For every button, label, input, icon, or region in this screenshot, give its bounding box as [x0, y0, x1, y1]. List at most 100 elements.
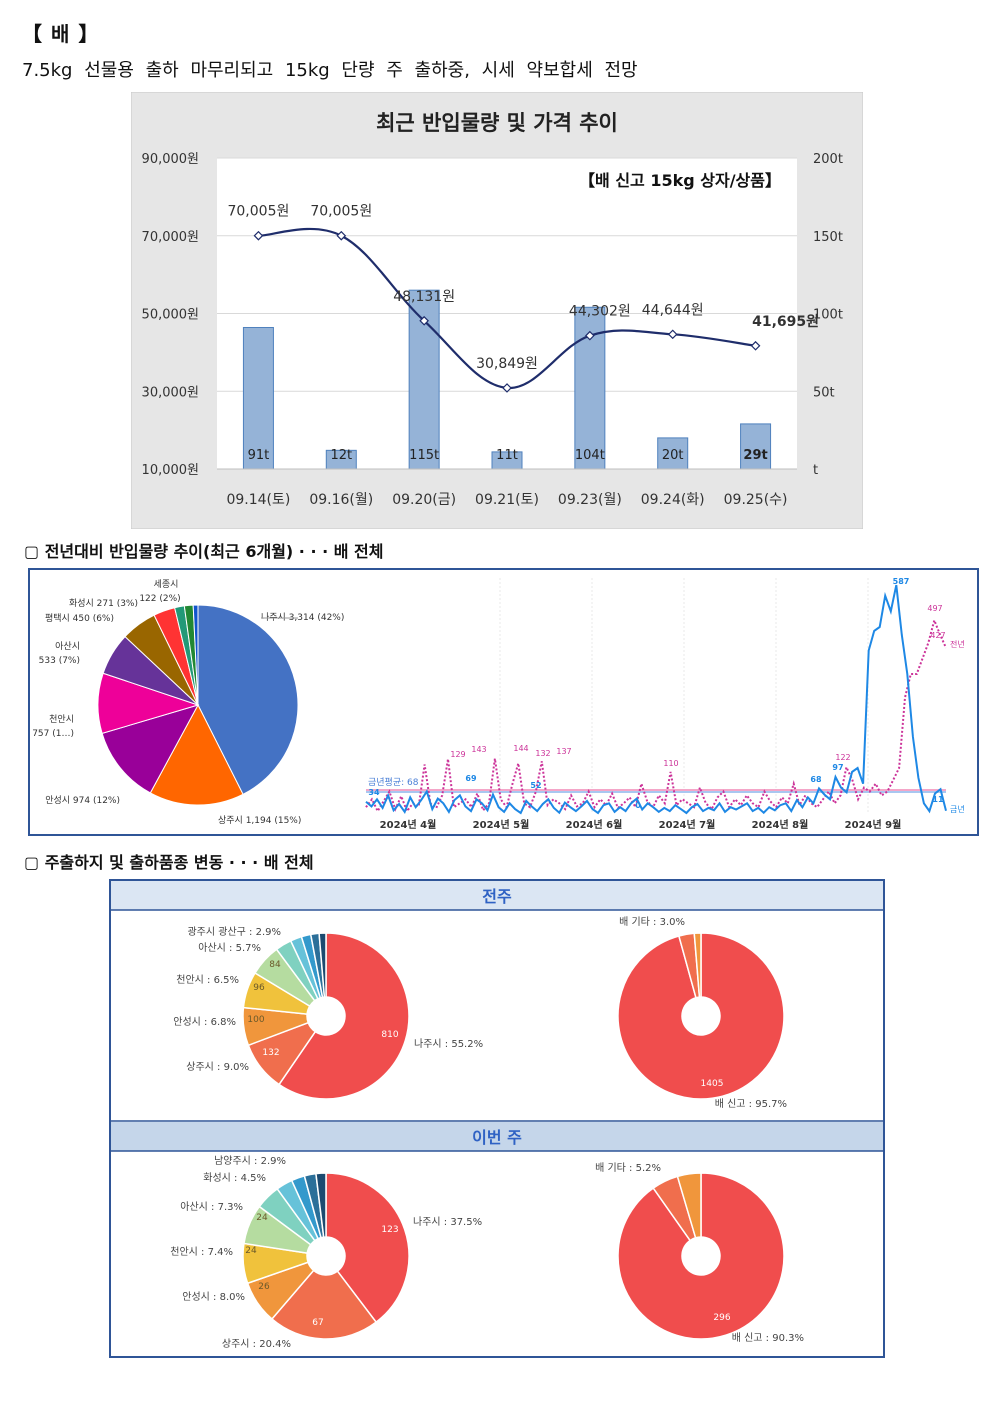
- donut-value: 24: [245, 1246, 257, 1256]
- donut-slice: [617, 1172, 785, 1340]
- price-point: [585, 330, 595, 341]
- donut-value: 100: [247, 1015, 264, 1025]
- x-tick-label: 09.14(토): [226, 492, 290, 508]
- donut-slice: [617, 932, 785, 1100]
- volume-label: 11t: [496, 448, 518, 463]
- donut-label: 나주시 : 37.5%: [413, 1216, 482, 1228]
- donut-value: 123: [381, 1225, 398, 1235]
- pie-label: 천안시: [49, 714, 74, 725]
- prev-point-label: 129: [450, 750, 465, 759]
- volume-label: 29t: [743, 448, 767, 463]
- donut-label: 아산시 : 7.3%: [180, 1201, 243, 1213]
- pie-slice: [192, 604, 199, 706]
- volume-label: 115t: [409, 448, 439, 463]
- pie-label: 평택시 450 (6%): [45, 613, 114, 624]
- volume-label: 12t: [330, 448, 352, 463]
- panel-label-curr: 이번 주: [472, 1128, 522, 1147]
- pie-label: 757 (1…): [32, 729, 74, 739]
- curr-point-label: 68: [810, 775, 822, 784]
- pie-label: 세종시: [154, 579, 179, 590]
- donut-value: 296: [713, 1313, 730, 1323]
- origin-variety-panel: 전주 이번 주 나주시 : 55.2% 810 상주시 : 9.0% 132 안성시 :…: [109, 879, 885, 1358]
- x-tick-label: 09.24(화): [641, 492, 705, 508]
- left-tick-label: 70,000원: [142, 230, 199, 245]
- volume-label: 104t: [575, 448, 605, 463]
- right-tick-label: 100t: [813, 308, 843, 323]
- volume-label: 91t: [248, 448, 270, 463]
- price-label: 44,302원: [569, 304, 631, 320]
- yoy-line-chart: 2024년 4월 2024년 5월 2024년 6월 2024년 7월 2024년 8월…: [365, 577, 965, 831]
- price-label: 48,131원: [393, 289, 455, 305]
- x-tick-label: 2024년 7월: [659, 818, 716, 831]
- price-point: [750, 340, 761, 351]
- chart-title: 최근 반입물량 및 가격 추이: [376, 111, 618, 135]
- yoy-panel: 나주시 3,314 (42%) 상주시 1,194 (15%) 안성시 974 (1…: [28, 568, 979, 836]
- donut-value: 132: [262, 1048, 279, 1058]
- donut-label: 배 신고 : 95.7%: [715, 1098, 787, 1110]
- donut-label: 배 기타 : 5.2%: [595, 1162, 661, 1174]
- pie-label: 533 (7%): [39, 656, 80, 666]
- right-tick-label: 150t: [813, 230, 843, 245]
- x-tick-label: 09.20(금): [392, 492, 456, 508]
- price-volume-chart: 최근 반입물량 및 가격 추이 【배 신고 15kg 상자/상품】 90,000…: [131, 92, 863, 529]
- donut-label: 광주시 광산구 : 2.9%: [187, 926, 281, 938]
- donut-label: 아산시 : 5.7%: [198, 942, 261, 954]
- right-tick-label: 200t: [813, 152, 843, 167]
- pie-label: 안성시 974 (12%): [45, 795, 120, 806]
- donut-label: 화성시 : 4.5%: [203, 1172, 266, 1184]
- donut-value: 24: [256, 1213, 268, 1223]
- curr-point-label: 0: [635, 801, 641, 810]
- donut-label: 배 기타 : 3.0%: [619, 916, 685, 928]
- panel-header-curr: [111, 1122, 883, 1151]
- prev-point-label: 132: [535, 749, 550, 758]
- curr-point-label: 69: [465, 774, 477, 783]
- curr-point-label: 34: [368, 788, 380, 797]
- donut-label: 남양주시 : 2.9%: [214, 1155, 286, 1167]
- prev-point-label: 122: [835, 753, 850, 762]
- panel-header-prev: [111, 881, 883, 910]
- pie-slice: [197, 604, 299, 795]
- price-label: 41,695원: [752, 314, 819, 330]
- legend-curr: 금년: [950, 804, 965, 814]
- x-tick-label: 2024년 8월: [752, 818, 809, 831]
- x-tick-label: 09.23(월): [558, 492, 622, 508]
- volume-bars: 91t 12t 115t 11t 104t 20t 29t: [242, 289, 772, 470]
- average-label: 금년평균: 68: [368, 777, 419, 788]
- donut-slice: [325, 1172, 410, 1324]
- left-tick-label: 90,000원: [142, 152, 199, 167]
- volume-bar: [657, 437, 689, 470]
- left-tick-label: 30,000원: [142, 385, 199, 400]
- pie-slice: [149, 703, 244, 806]
- donut-value: 84: [269, 960, 281, 970]
- pie-label: 아산시: [55, 641, 80, 652]
- right-tick-label: 50t: [813, 385, 835, 400]
- section-title-yoy: ▢ 전년대비 반입물량 추이(최근 6개월) · · · 배 전체: [24, 542, 384, 561]
- donut-label: 나주시 : 55.2%: [414, 1038, 483, 1050]
- section-title-origin: ▢ 주출하지 및 출하품종 변동 · · · 배 전체: [24, 853, 314, 872]
- left-tick-label: 10,000원: [142, 463, 199, 478]
- market-summary: 7.5kg 선물용 출하 마무리되고 15kg 단량 주 출하중, 시세 약보합…: [22, 60, 638, 81]
- x-tick-label: 2024년 6월: [566, 818, 623, 831]
- panel-label-prev: 전주: [482, 887, 512, 906]
- donut-value: 67: [312, 1318, 323, 1328]
- donut-value: 26: [258, 1282, 270, 1292]
- prev-point-label: 143: [471, 745, 486, 754]
- x-tick-label: 2024년 5월: [473, 818, 530, 831]
- donut-slice: [278, 932, 410, 1100]
- x-tick-label: 09.25(수): [724, 492, 788, 508]
- price-point: [336, 230, 347, 241]
- donut-value: 1405: [701, 1079, 724, 1089]
- price-label: 70,005원: [310, 204, 372, 220]
- donut-slice: [318, 932, 327, 998]
- x-axis-ticks: 09.14(토) 09.16(월) 09.20(금) 09.21(토) 09.23(월)…: [217, 468, 797, 508]
- price-point: [419, 315, 429, 326]
- price-label: 44,644원: [642, 302, 704, 318]
- donut-label: 천안시 : 7.4%: [170, 1246, 233, 1258]
- prev-point-label: 110: [663, 759, 678, 768]
- donut-label: 안성시 : 6.8%: [173, 1016, 236, 1028]
- donut-label: 안성시 : 8.0%: [182, 1291, 245, 1303]
- x-tick-label: 2024년 9월: [845, 818, 902, 831]
- price-label: 70,005원: [227, 204, 289, 220]
- donut-label: 상주시 : 20.4%: [222, 1338, 291, 1350]
- donut-slice: [315, 1172, 327, 1238]
